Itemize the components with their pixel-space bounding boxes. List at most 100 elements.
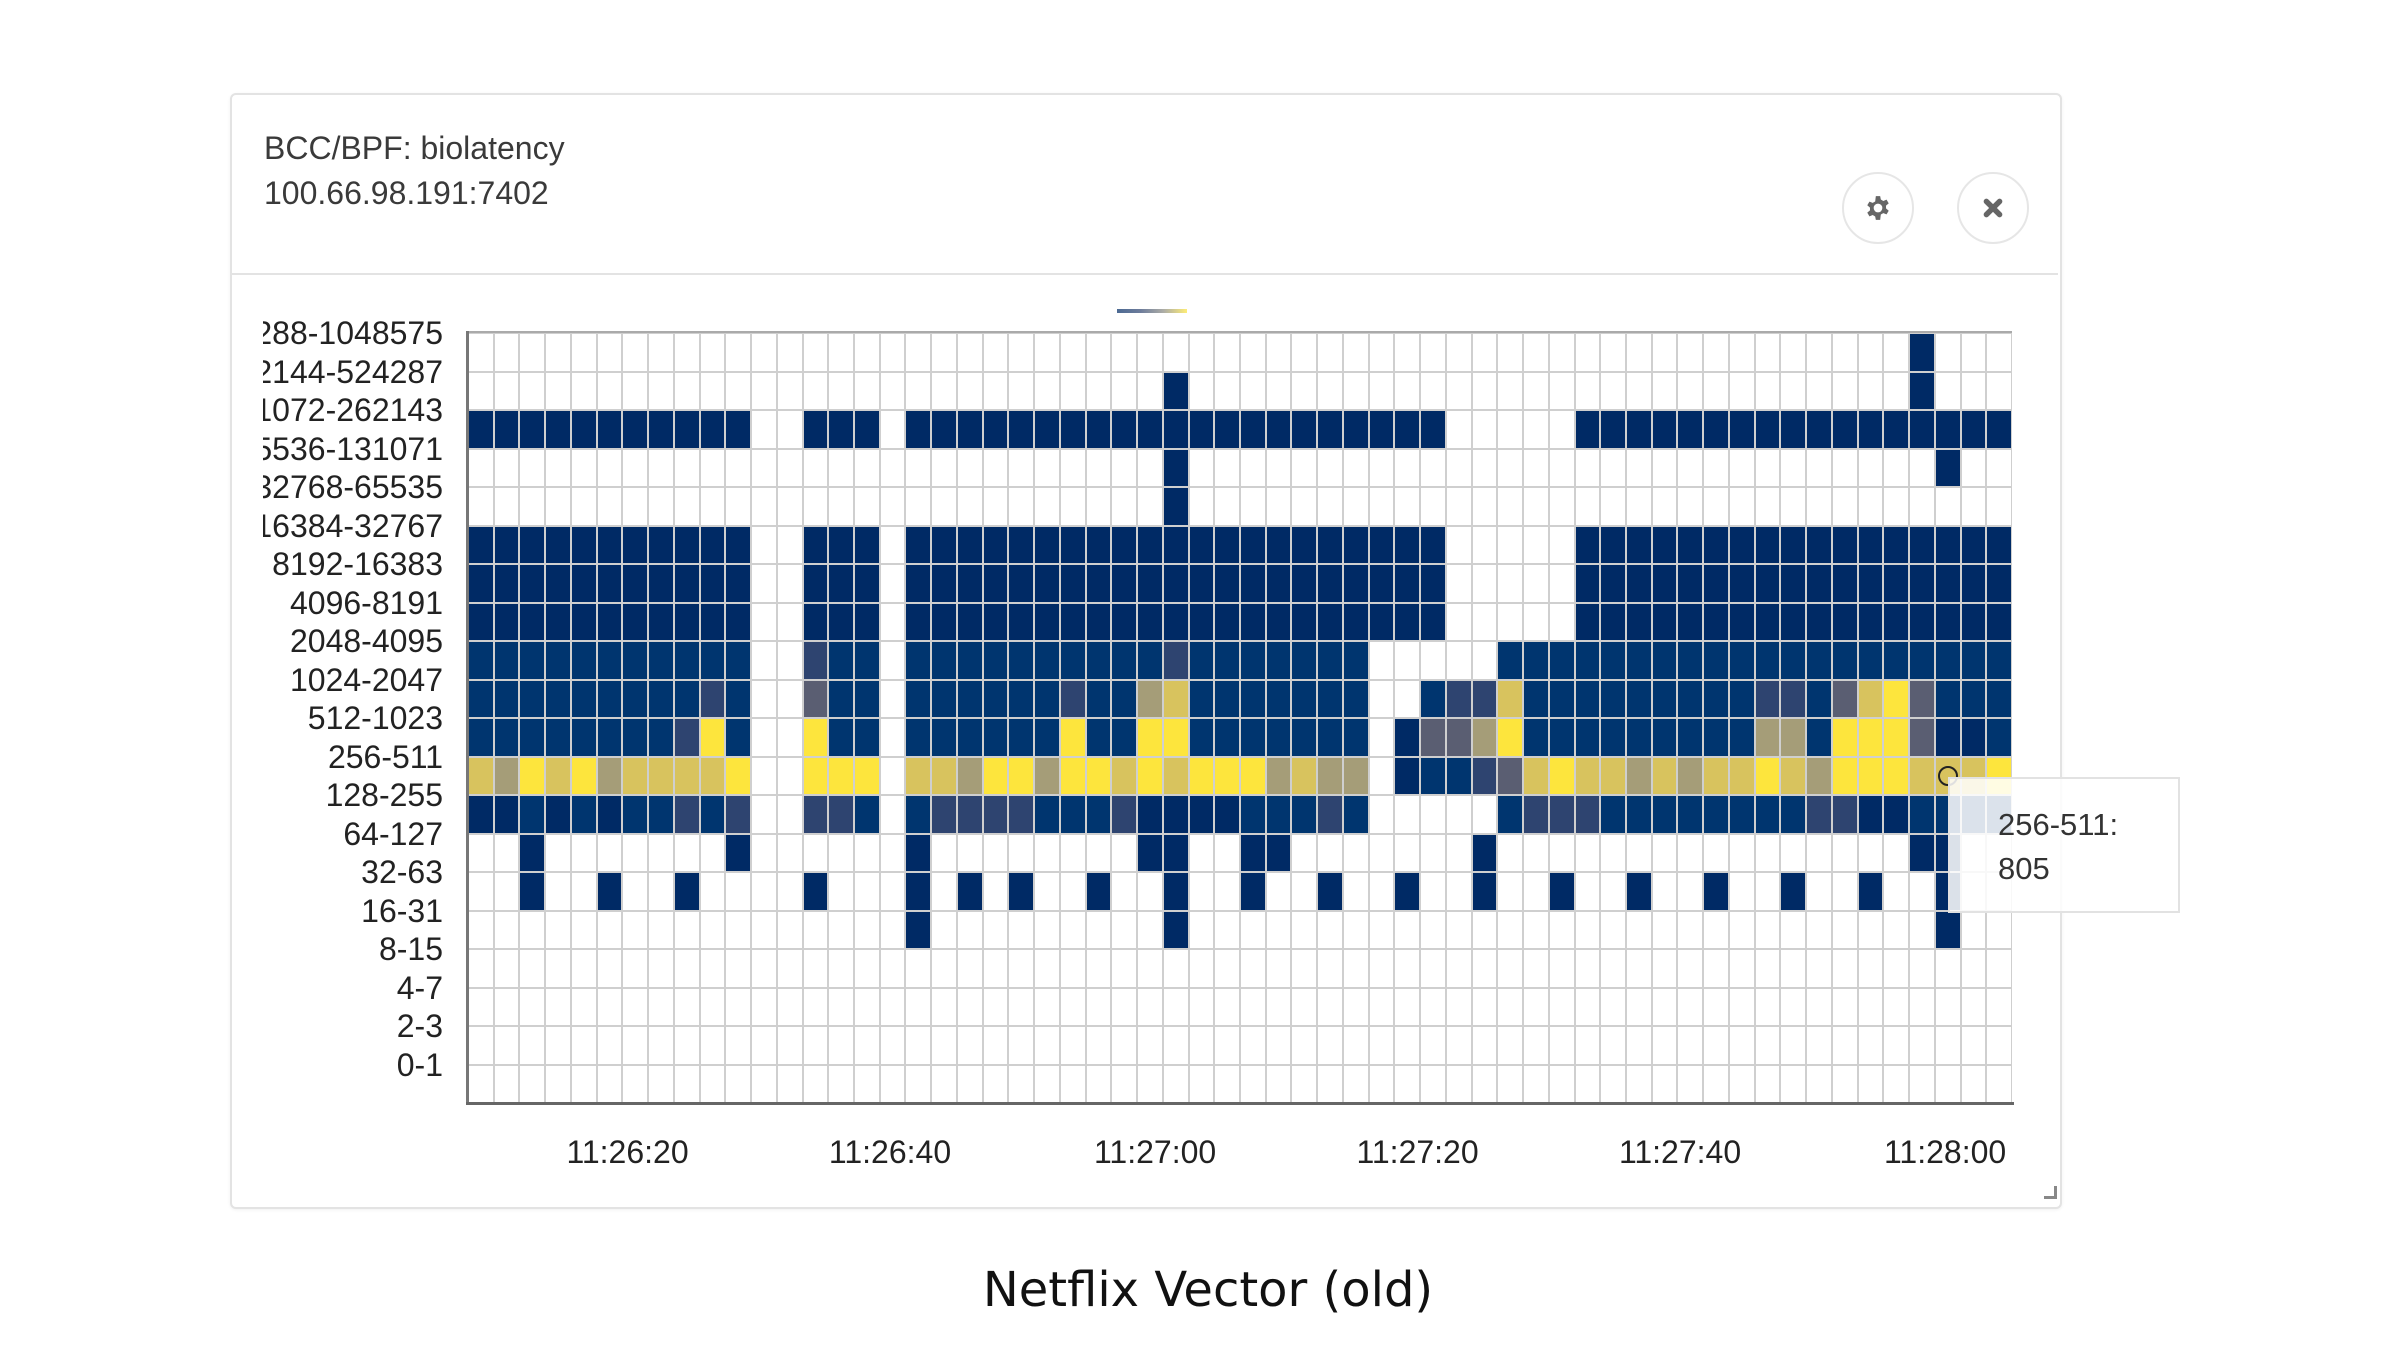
heatmap-cell[interactable] (1704, 757, 1728, 794)
heatmap-cell-empty[interactable] (1601, 911, 1625, 948)
heatmap-cell-empty[interactable] (1884, 488, 1909, 525)
heatmap-cell-empty[interactable] (546, 372, 570, 409)
heatmap-cell-empty[interactable] (1292, 488, 1317, 525)
heatmap-cell[interactable] (1884, 642, 1909, 679)
heatmap-cell[interactable] (1241, 411, 1265, 448)
heatmap-cell-empty[interactable] (1189, 1027, 1214, 1064)
heatmap-cell-empty[interactable] (1395, 988, 1420, 1025)
heatmap-cell[interactable] (803, 526, 828, 563)
heatmap-cell[interactable] (1292, 757, 1317, 794)
heatmap-cell[interactable] (1241, 796, 1265, 833)
heatmap-cell-empty[interactable] (1729, 1027, 1754, 1064)
heatmap-cell[interactable] (906, 565, 931, 602)
heatmap-cell-empty[interactable] (777, 796, 802, 833)
heatmap-cell[interactable] (1421, 757, 1445, 794)
heatmap-cell-empty[interactable] (1498, 873, 1523, 910)
heatmap-cell-empty[interactable] (855, 873, 879, 910)
heatmap-cell-empty[interactable] (623, 834, 648, 871)
heatmap-cell-empty[interactable] (494, 334, 519, 371)
heatmap-cell-empty[interactable] (1884, 1027, 1909, 1064)
heatmap-cell[interactable] (1910, 719, 1934, 756)
heatmap-cell[interactable] (1266, 757, 1291, 794)
heatmap-cell[interactable] (1704, 526, 1728, 563)
heatmap-cell[interactable] (1704, 873, 1728, 910)
heatmap-cell-empty[interactable] (803, 1065, 828, 1102)
heatmap-cell-empty[interactable] (1729, 488, 1754, 525)
close-button[interactable] (1957, 172, 2029, 244)
heatmap-cell-empty[interactable] (1807, 334, 1831, 371)
heatmap-cell[interactable] (983, 526, 1008, 563)
heatmap-cell-empty[interactable] (1035, 488, 1059, 525)
heatmap-cell-empty[interactable] (1807, 488, 1831, 525)
heatmap-cell-empty[interactable] (1678, 834, 1703, 871)
heatmap-cell[interactable] (1524, 757, 1548, 794)
heatmap-cell-empty[interactable] (1652, 1065, 1677, 1102)
heatmap-cell[interactable] (1395, 873, 1420, 910)
heatmap-cell[interactable] (1935, 680, 1960, 717)
heatmap-cell[interactable] (1189, 757, 1214, 794)
heatmap-cell-empty[interactable] (983, 1027, 1008, 1064)
heatmap-cell[interactable] (1009, 719, 1034, 756)
heatmap-cell[interactable] (1601, 411, 1625, 448)
heatmap-cell[interactable] (1163, 449, 1188, 486)
heatmap-cell[interactable] (1112, 796, 1137, 833)
heatmap-cell-empty[interactable] (1549, 411, 1574, 448)
heatmap-cell-empty[interactable] (1524, 372, 1548, 409)
heatmap-cell-empty[interactable] (880, 565, 905, 602)
heatmap-cell-empty[interactable] (1858, 988, 1883, 1025)
heatmap-cell-empty[interactable] (1935, 1027, 1960, 1064)
heatmap-cell[interactable] (546, 565, 570, 602)
heatmap-cell[interactable] (957, 642, 982, 679)
heatmap-cell-empty[interactable] (597, 834, 622, 871)
heatmap-cell-empty[interactable] (1189, 488, 1214, 525)
heatmap-cell[interactable] (957, 526, 982, 563)
heatmap-cell[interactable] (1138, 411, 1162, 448)
heatmap-cell-empty[interactable] (1678, 449, 1703, 486)
heatmap-cell[interactable] (1627, 757, 1651, 794)
heatmap-cell-empty[interactable] (829, 834, 853, 871)
heatmap-cell[interactable] (1112, 603, 1137, 640)
heatmap-cell-empty[interactable] (623, 334, 648, 371)
heatmap-cell[interactable] (1035, 719, 1059, 756)
heatmap-cell[interactable] (1704, 565, 1728, 602)
heatmap-cell[interactable] (1627, 642, 1651, 679)
heatmap-cell-empty[interactable] (957, 834, 982, 871)
heatmap-cell-empty[interactable] (623, 950, 648, 987)
heatmap-cell[interactable] (803, 873, 828, 910)
heatmap-cell[interactable] (1627, 565, 1651, 602)
heatmap-cell-empty[interactable] (1858, 950, 1883, 987)
heatmap-cell-empty[interactable] (1472, 642, 1497, 679)
heatmap-cell-empty[interactable] (1035, 334, 1059, 371)
heatmap-cell-empty[interactable] (777, 372, 802, 409)
heatmap-cell[interactable] (1060, 411, 1085, 448)
heatmap-cell-empty[interactable] (1961, 372, 1986, 409)
heatmap-cell[interactable] (1652, 680, 1677, 717)
heatmap-cell-empty[interactable] (1472, 988, 1497, 1025)
heatmap-cell-empty[interactable] (1678, 334, 1703, 371)
heatmap-cell-empty[interactable] (1807, 1065, 1831, 1102)
heatmap-cell[interactable] (1215, 642, 1239, 679)
heatmap-cell[interactable] (906, 642, 931, 679)
heatmap-cell[interactable] (1755, 526, 1780, 563)
heatmap-cell[interactable] (1755, 603, 1780, 640)
heatmap-cell-empty[interactable] (1395, 334, 1420, 371)
heatmap-cell-empty[interactable] (777, 834, 802, 871)
heatmap-cell-empty[interactable] (1086, 372, 1111, 409)
heatmap-cell[interactable] (1910, 642, 1934, 679)
heatmap-cell-empty[interactable] (1009, 911, 1034, 948)
heatmap-cell-empty[interactable] (546, 1065, 570, 1102)
heatmap-cell[interactable] (1009, 757, 1034, 794)
heatmap-cell-empty[interactable] (1498, 1027, 1523, 1064)
heatmap-cell-empty[interactable] (1241, 488, 1265, 525)
heatmap-cell-empty[interactable] (1549, 603, 1574, 640)
heatmap-cell-empty[interactable] (494, 911, 519, 948)
heatmap-cell[interactable] (1627, 680, 1651, 717)
heatmap-cell[interactable] (1807, 719, 1831, 756)
heatmap-cell-empty[interactable] (1935, 988, 1960, 1025)
heatmap-cell[interactable] (649, 719, 673, 756)
heatmap-cell-empty[interactable] (1832, 334, 1857, 371)
heatmap-cell[interactable] (1858, 642, 1883, 679)
heatmap-cell[interactable] (1987, 603, 2011, 640)
heatmap-cell[interactable] (1987, 680, 2011, 717)
heatmap-cell[interactable] (1575, 642, 1600, 679)
